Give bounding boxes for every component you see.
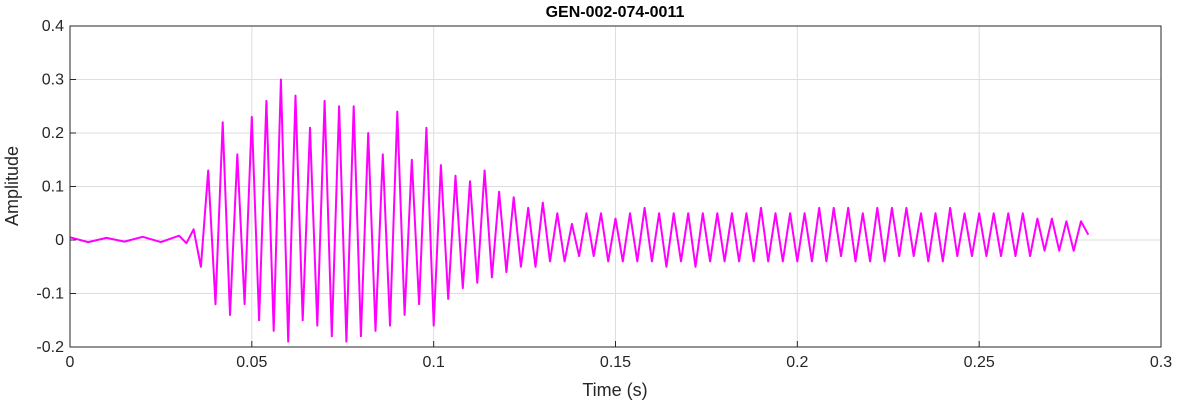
y-tick-label: 0.1: [42, 179, 64, 196]
y-tick-label: -0.2: [36, 339, 64, 356]
y-tick-label: 0.4: [42, 18, 64, 35]
x-tick-label: 0.3: [1150, 354, 1172, 371]
y-tick-label: 0: [55, 232, 64, 249]
y-tick-label: 0.3: [42, 72, 64, 89]
x-tick-label: 0: [66, 354, 75, 371]
signal-waveform-line: [69, 78, 1090, 343]
chart-title: GEN-002-074-0011: [546, 4, 685, 21]
x-tick-label: 0.2: [786, 354, 808, 371]
axis-ticks: 0 0.05 0.1 0.15 0.2 0.25 0.3 -0.2 -0.1 0 0.1 0.2 0.3…: [36, 18, 1172, 371]
y-tick-label: -0.1: [36, 286, 64, 303]
x-tick-label: 0.1: [423, 354, 445, 371]
x-tick-label: 0.15: [600, 354, 631, 371]
x-tick-label: 0.05: [236, 354, 267, 371]
y-tick-label: 0.2: [42, 125, 64, 142]
y-axis-label: Amplitude: [2, 146, 22, 226]
x-tick-label: 0.25: [964, 354, 995, 371]
x-axis-label: Time (s): [582, 380, 647, 400]
